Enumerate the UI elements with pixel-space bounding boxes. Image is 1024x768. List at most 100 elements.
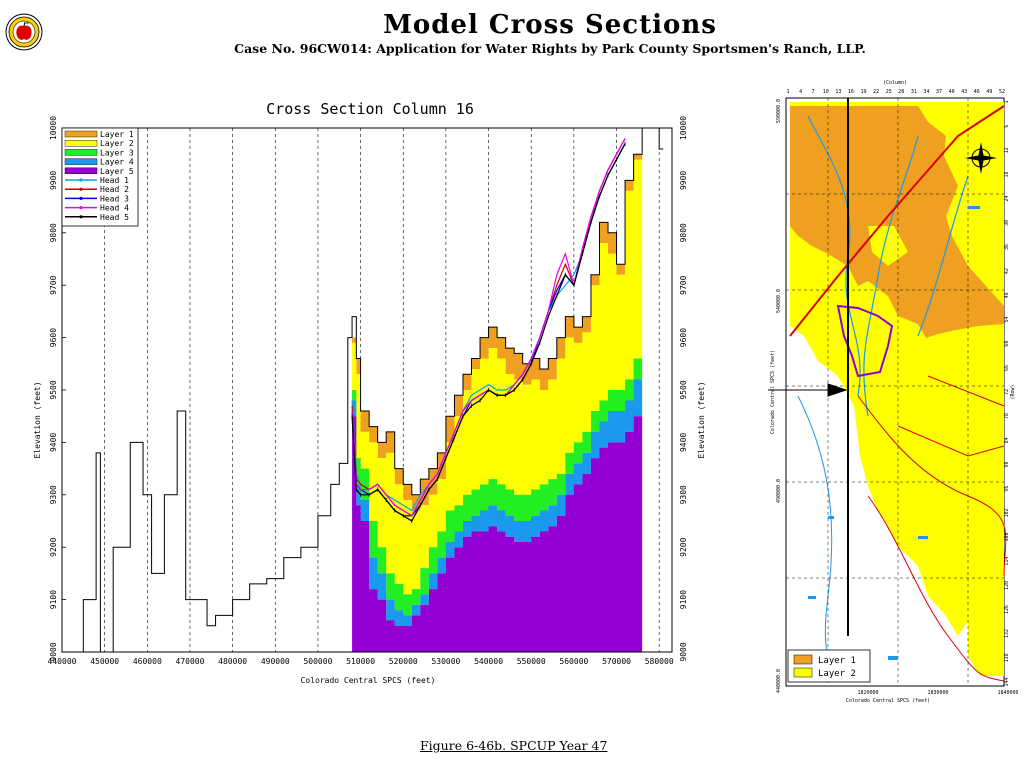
legend-marker-head4	[79, 206, 83, 210]
x-tick-label: 510000	[346, 657, 375, 666]
page-subtitle: Case No. 96CW014: Application for Water …	[234, 41, 866, 56]
map-x-tick: 1830000	[927, 690, 948, 696]
map-layer1-patch	[808, 266, 852, 300]
ground-surface-line	[66, 127, 664, 653]
map-column-tick: 7	[812, 89, 815, 95]
x-tick-label: 490000	[261, 657, 290, 666]
map-row-tick: 18	[1004, 171, 1010, 177]
layer-fill-2	[352, 128, 664, 595]
y-tick-label-right: 9600	[679, 328, 688, 347]
layer-fill-5	[352, 416, 643, 652]
legend-swatch-layer5	[64, 167, 98, 175]
map-row-tick: 84	[1004, 437, 1010, 443]
map-column-tick: 31	[911, 89, 917, 95]
map-legend-label-layer2: Layer 2	[818, 669, 856, 679]
map-y-ticks: 440000.0 490000.0 540000.0 590000.0	[776, 99, 782, 693]
legend-label-head5: Head 5	[100, 213, 129, 222]
map-figure: (Column) 1 4 7 10 13 16 19 22 25 28 31 34 37 40 43 46 49…	[768, 76, 1019, 706]
y-tick-label-right: 10000	[679, 116, 688, 140]
map-right-label: (Row)	[1010, 384, 1016, 399]
location-arrow-icon	[768, 383, 848, 397]
map-layer2-region-lower	[968, 616, 1004, 676]
y-tick-label: 9400	[49, 433, 58, 452]
y-tick-label-right: 9700	[679, 275, 688, 294]
page-title: Model Cross Sections	[383, 10, 717, 40]
map-stream-3	[917, 175, 969, 337]
y-tick-label: 9500	[49, 380, 58, 399]
legend-label-head1: Head 1	[100, 176, 129, 185]
map-column-tick: 28	[898, 89, 904, 95]
y-tick-label: 9900	[49, 171, 58, 190]
map-row-tick: 108	[1004, 532, 1010, 541]
logo-icon	[5, 13, 43, 51]
ground-surface	[66, 127, 664, 653]
map-column-ticks: 1 4 7 10 13 16 19 22 25 28 31 34 37 40 43 46 49 52	[786, 89, 1005, 95]
y-tick-label-right: 9800	[679, 223, 688, 242]
y-axis-label: Elevation (feet)	[33, 381, 42, 458]
x-tick-label: 480000	[218, 657, 247, 666]
map-row-tick: 126	[1004, 605, 1010, 614]
map-column-tick: 10	[823, 89, 829, 95]
x-tick-label: 570000	[602, 657, 631, 666]
y-axis-label-right: Elevation (feet)	[697, 381, 706, 458]
map-column-tick: 34	[923, 89, 929, 95]
layer-fill-3	[352, 358, 643, 616]
north-arrow-icon	[965, 142, 997, 174]
map-row-tick: 144	[1004, 677, 1010, 686]
map-y-tick: 540000.0	[776, 289, 782, 313]
map-x-ticks: 1820000 1830000 1840000	[857, 690, 1018, 696]
map-legend-label-layer1: Layer 1	[818, 656, 856, 666]
map-row-tick: 72	[1004, 389, 1010, 395]
legend-marker-head3	[79, 196, 83, 200]
map-legend-swatch-layer2	[793, 667, 813, 678]
map-row-tick: 24	[1004, 196, 1010, 202]
y-tick-label: 9200	[49, 537, 58, 556]
legend-label-layer1: Layer 1	[100, 130, 134, 139]
y-tick-label: 9100	[49, 590, 58, 609]
legend-label-layer5: Layer 5	[100, 167, 134, 176]
map-row-tick: 30	[1004, 220, 1010, 226]
map-road-4	[927, 375, 1005, 407]
x-tick-label: 540000	[474, 657, 503, 666]
map-row-tick: 42	[1004, 268, 1010, 274]
map-column-tick: 52	[999, 89, 1005, 95]
head-lines	[351, 138, 626, 523]
legend-swatch-layer4	[64, 158, 98, 165]
x-tick-label: 440000	[48, 657, 77, 666]
y-tick-label-right: 9900	[679, 171, 688, 190]
legend-label-layer2: Layer 2	[100, 139, 134, 148]
legend-marker-head5	[79, 215, 83, 219]
y-tick-label: 9600	[49, 328, 58, 347]
series-head5	[351, 143, 626, 522]
map-column-tick: 1	[786, 89, 789, 95]
y-tick-label-right: 9000	[679, 642, 688, 661]
y-tick-label-right: 9300	[679, 485, 688, 504]
y-tick-label: 9000	[49, 642, 58, 661]
y-tick-label: 10000	[49, 116, 58, 140]
legend-label-layer3: Layer 3	[100, 148, 134, 157]
map-row-tick: 60	[1004, 341, 1010, 347]
x-tick-label: 460000	[133, 657, 162, 666]
map-road-3	[867, 495, 1005, 682]
map-row-tick: 6	[1004, 125, 1010, 128]
map-row-tick: 120	[1004, 581, 1010, 590]
map-legend-swatch-layer1	[793, 654, 813, 665]
x-tick-label: 580000	[645, 657, 674, 666]
location-map: (Column) 1 4 7 10 13 16 19 22 25 28 31 34 37 40 43 46 49…	[768, 76, 1019, 706]
map-road-1	[789, 105, 1005, 337]
legend-swatch-layer2	[64, 140, 98, 147]
map-column-tick: 4	[799, 89, 802, 95]
y-tick-label-right: 9200	[679, 537, 688, 556]
map-column-tick: 19	[861, 89, 867, 95]
map-column-tick: 43	[961, 89, 967, 95]
x-tick-label: 450000	[90, 657, 119, 666]
legend-label-head2: Head 2	[100, 185, 129, 194]
map-row-tick: 102	[1004, 508, 1010, 517]
y-tick-label: 9300	[49, 485, 58, 504]
map-row-tick: 96	[1004, 486, 1010, 492]
series-head4	[351, 138, 626, 517]
map-column-tick: 40	[949, 89, 955, 95]
y-tick-label-right: 9500	[679, 380, 688, 399]
x-tick-label: 560000	[559, 657, 588, 666]
